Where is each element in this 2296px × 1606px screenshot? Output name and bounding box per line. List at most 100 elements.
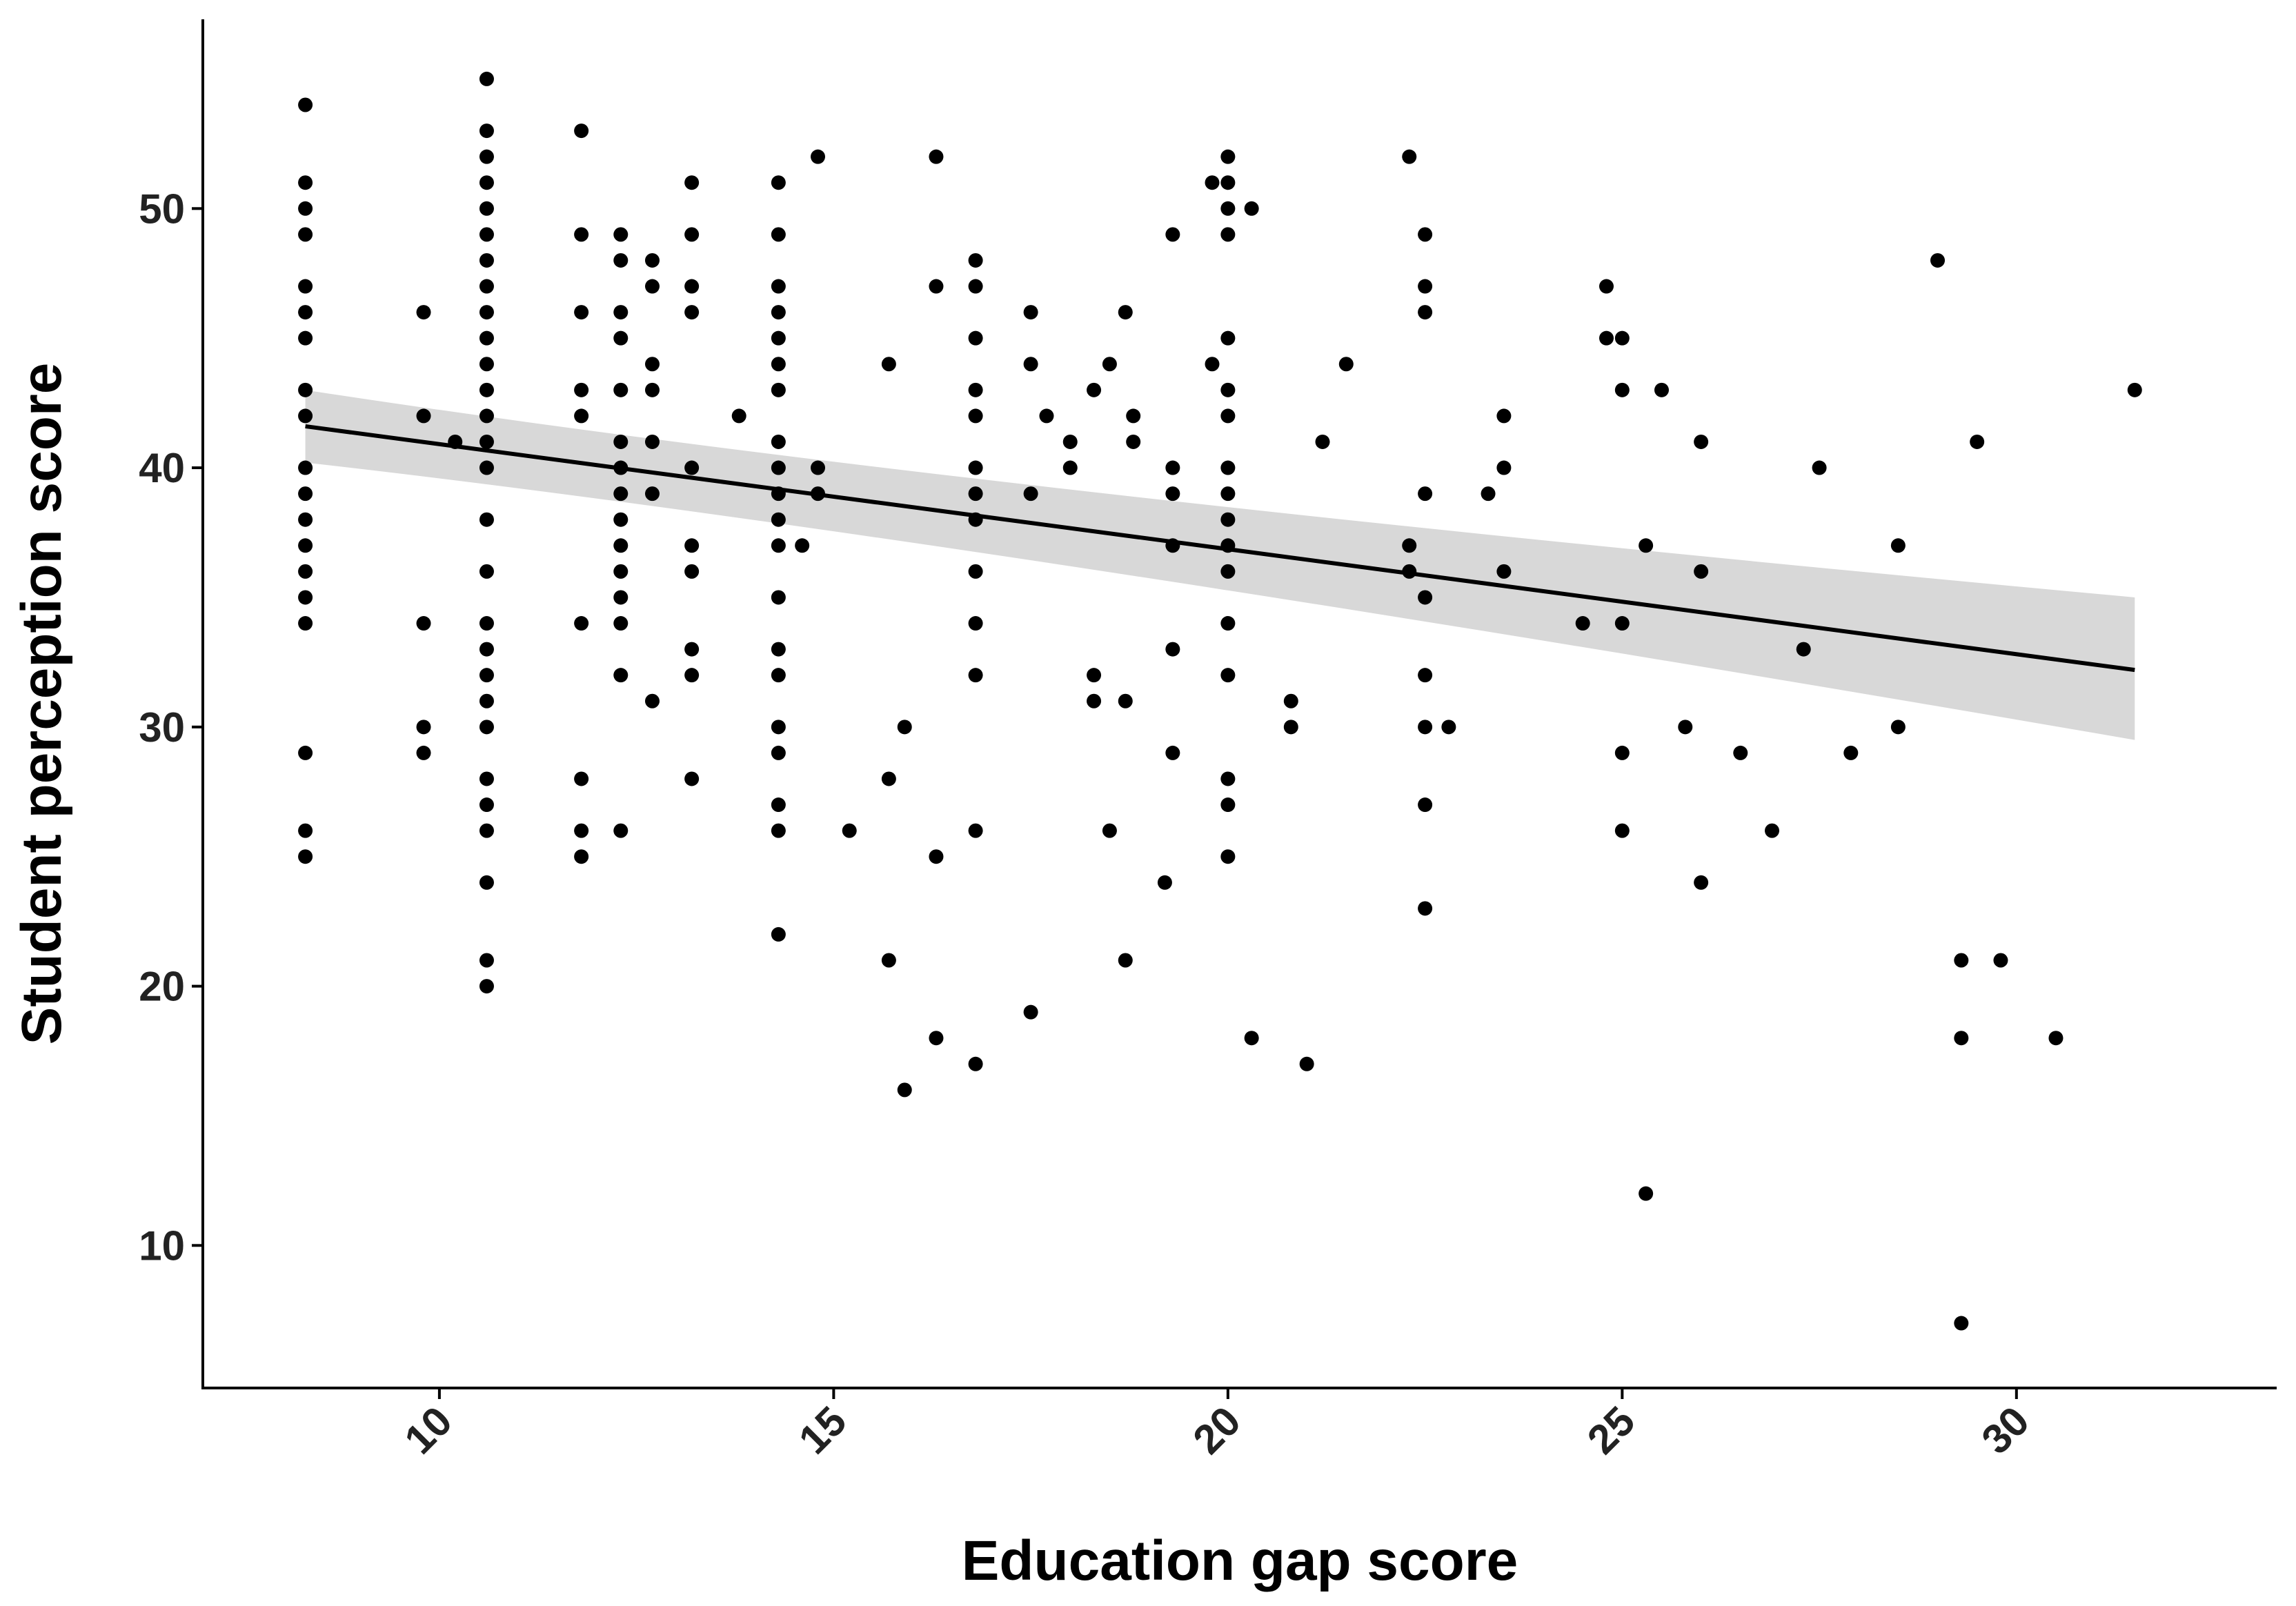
data-point xyxy=(1890,720,1906,735)
data-point xyxy=(684,227,700,242)
data-point xyxy=(1118,953,1133,968)
data-point xyxy=(298,616,313,631)
data-point xyxy=(1023,1004,1038,1020)
data-point xyxy=(771,227,786,242)
x-tick-label: 30 xyxy=(1972,1398,2038,1463)
data-point xyxy=(968,668,983,683)
data-point xyxy=(479,382,494,397)
data-point xyxy=(929,1031,944,1046)
data-point xyxy=(771,538,786,553)
data-point xyxy=(771,382,786,397)
data-point xyxy=(1599,330,1614,346)
data-point xyxy=(1614,382,1630,397)
data-point xyxy=(1220,201,1236,216)
data-point xyxy=(298,408,313,424)
data-point xyxy=(1220,797,1236,813)
data-point xyxy=(881,357,896,372)
x-tick-label: 20 xyxy=(1184,1398,1249,1463)
data-point xyxy=(1220,849,1236,864)
data-point xyxy=(644,434,660,449)
data-point xyxy=(1954,1316,1969,1331)
data-point xyxy=(1205,357,1220,372)
data-point xyxy=(1126,434,1141,449)
data-point xyxy=(1418,305,1433,320)
data-point xyxy=(479,668,494,683)
data-point xyxy=(1496,408,1512,424)
data-point xyxy=(613,590,629,605)
data-point xyxy=(644,252,660,268)
data-point xyxy=(968,564,983,579)
data-point xyxy=(574,123,589,139)
data-point xyxy=(479,460,494,475)
data-point xyxy=(298,486,313,502)
data-point xyxy=(731,408,746,424)
data-point xyxy=(644,279,660,294)
data-point xyxy=(1843,745,1859,760)
data-point xyxy=(1496,460,1512,475)
data-point xyxy=(479,720,494,735)
x-tick-label: 10 xyxy=(396,1398,462,1463)
data-point xyxy=(795,538,810,553)
data-point xyxy=(298,823,313,838)
data-point xyxy=(1694,434,1709,449)
data-point xyxy=(968,1056,983,1071)
data-point xyxy=(1118,305,1133,320)
data-point xyxy=(1890,538,1906,553)
data-point xyxy=(1993,953,2008,968)
data-point xyxy=(416,408,431,424)
data-point xyxy=(479,305,494,320)
data-point xyxy=(811,149,826,164)
data-point xyxy=(613,668,629,683)
data-point xyxy=(479,175,494,190)
data-point xyxy=(771,460,786,475)
data-point xyxy=(1733,745,1748,760)
data-point xyxy=(684,279,700,294)
data-point xyxy=(897,1082,912,1098)
data-point xyxy=(574,616,589,631)
confidence-band xyxy=(305,390,2135,740)
data-point xyxy=(771,720,786,735)
data-point xyxy=(613,564,629,579)
data-point xyxy=(771,175,786,190)
y-tick-label: 10 xyxy=(139,1222,185,1269)
data-point xyxy=(298,97,313,112)
data-point xyxy=(1165,486,1180,502)
data-point xyxy=(1220,330,1236,346)
data-point xyxy=(1220,512,1236,527)
data-point xyxy=(1796,642,1811,657)
data-point xyxy=(1970,434,1985,449)
data-point xyxy=(1418,797,1433,813)
data-point xyxy=(1062,460,1078,475)
data-point xyxy=(2048,1031,2064,1046)
y-tick-label: 30 xyxy=(139,704,185,751)
data-point xyxy=(613,382,629,397)
data-point xyxy=(684,305,700,320)
data-point xyxy=(479,201,494,216)
data-point xyxy=(1812,460,1827,475)
y-tick-label: 20 xyxy=(139,964,185,1010)
data-point xyxy=(1087,668,1102,683)
data-point xyxy=(298,512,313,527)
x-tick-label: 15 xyxy=(790,1398,855,1463)
data-point xyxy=(479,512,494,527)
data-point xyxy=(1614,745,1630,760)
data-point xyxy=(1765,823,1780,838)
data-point xyxy=(1441,720,1456,735)
data-point xyxy=(298,590,313,605)
data-point xyxy=(684,564,700,579)
data-point xyxy=(298,460,313,475)
y-tick-label: 40 xyxy=(139,445,185,491)
data-point xyxy=(479,616,494,631)
data-point xyxy=(1220,771,1236,786)
data-point xyxy=(1157,875,1172,890)
data-point xyxy=(479,979,494,994)
x-tick-label: 25 xyxy=(1578,1398,1644,1463)
data-point xyxy=(968,382,983,397)
data-point xyxy=(1575,616,1590,631)
data-point xyxy=(479,71,494,86)
y-ticks-layer: 10 20 30 40 50 xyxy=(139,186,203,1269)
data-point xyxy=(684,460,700,475)
data-point xyxy=(771,357,786,372)
data-point xyxy=(1418,668,1433,683)
